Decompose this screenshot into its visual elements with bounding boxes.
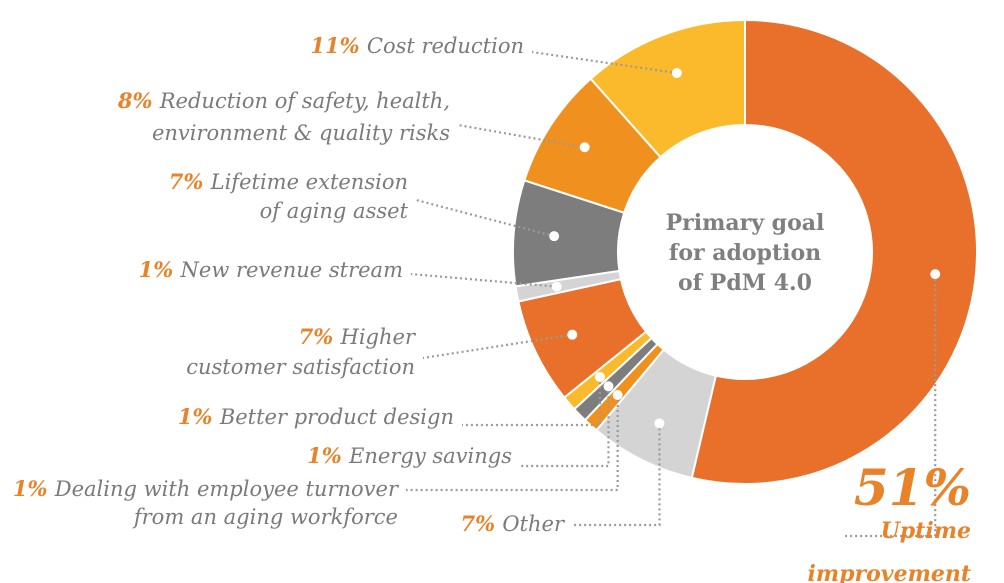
leader-better-product-design — [462, 376, 601, 427]
pct-label-energy-savings: 1% — [307, 443, 349, 468]
leader-new-revenue-stream — [410, 272, 557, 288]
slice-label-higher-customer-satisfaction-1: customer satisfaction — [186, 355, 415, 379]
slice-label-dealing-with-employee-turnover-from-an-aging-workforce-0: 1% Dealing with employee turnover — [13, 476, 400, 501]
pct-label-new-revenue-stream: 1% — [139, 257, 181, 282]
slice-label-reduction-of-safety-health-environment-quality-risks-1: environment & quality risks — [152, 121, 450, 145]
slice-uptime-improvement — [690, 18, 978, 485]
slice-label-other-0: 7% Other — [460, 511, 565, 536]
leader-lines — [406, 50, 941, 538]
slice-labels: 51%Uptime improvement 7% Other 1% Dealing w… — [13, 33, 971, 583]
leader-dot-higher-customer-satisfaction — [567, 329, 578, 340]
leader-dot-cost-reduction — [671, 68, 682, 79]
leader-dot-new-revenue-stream — [551, 281, 562, 292]
slice-label-uptime-improvement-1: improvement — [808, 561, 972, 583]
slice-label-new-revenue-stream-0: 1% New revenue stream — [139, 257, 403, 282]
leader-dot-dealing-with-employee-turnover-from-an-aging-workforce — [612, 390, 623, 401]
leader-dot-uptime-improvement — [930, 269, 941, 280]
pct-label-lifetime-extension-of-aging-asset: 7% — [169, 169, 211, 194]
leader-other — [572, 423, 661, 527]
slices — [512, 18, 978, 485]
leader-dot-lifetime-extension-of-aging-asset — [549, 231, 560, 242]
leader-reduction-of-safety-health-environment-quality-risks — [457, 123, 585, 149]
pct-label-higher-customer-satisfaction: 7% — [299, 324, 341, 349]
slice-label-higher-customer-satisfaction-0: 7% Higher — [299, 324, 417, 349]
leader-uptime-improvement — [845, 274, 937, 538]
center-title-line-2: of PdM 4.0 — [678, 270, 812, 296]
leader-lifetime-extension-of-aging-asset — [415, 198, 555, 238]
slice-label-lifetime-extension-of-aging-asset-1: of aging asset — [260, 199, 409, 223]
pct-label-reduction-of-safety-health-environment-quality-risks: 8% — [117, 88, 160, 113]
slice-label-lifetime-extension-of-aging-asset-0: 7% Lifetime extension — [169, 169, 408, 194]
slice-cost-reduction — [589, 18, 746, 159]
leader-dot-reduction-of-safety-health-environment-quality-risks — [579, 142, 590, 153]
leader-dot-energy-savings — [603, 381, 614, 392]
center-title: Primary goal for adoption of PdM 4.0 — [666, 210, 825, 296]
slice-label-better-product-design-0: 1% Better product design — [178, 404, 454, 429]
pct-label-other: 7% — [460, 511, 502, 536]
pct-label-better-product-design: 1% — [178, 404, 220, 429]
leader-dot-other — [654, 418, 665, 429]
slice-label-energy-savings-0: 1% Energy savings — [307, 443, 512, 468]
leader-higher-customer-satisfaction — [422, 333, 573, 360]
slice-label-cost-reduction-0: 11% Cost reduction — [310, 33, 524, 58]
slice-label-reduction-of-safety-health-environment-quality-risks-0: 8% Reduction of safety, health, — [117, 88, 450, 113]
leader-dealing-with-employee-turnover-from-an-aging-workforce — [406, 395, 619, 492]
center-title-line-0: Primary goal — [666, 210, 825, 236]
pct-label-cost-reduction: 11% — [310, 33, 367, 58]
leader-dot-better-product-design — [594, 371, 605, 382]
slice-label-dealing-with-employee-turnover-from-an-aging-workforce-1: from an aging workforce — [132, 505, 398, 529]
pct-label-uptime-improvement: 51% — [854, 458, 971, 517]
pct-label-dealing-with-employee-turnover-from-an-aging-workforce: 1% — [13, 476, 55, 501]
leader-energy-savings — [520, 386, 610, 468]
center-title-line-1: for adoption — [669, 240, 821, 266]
leader-cost-reduction — [531, 50, 678, 75]
slice-label-uptime-improvement-0: Uptime — [881, 518, 971, 544]
